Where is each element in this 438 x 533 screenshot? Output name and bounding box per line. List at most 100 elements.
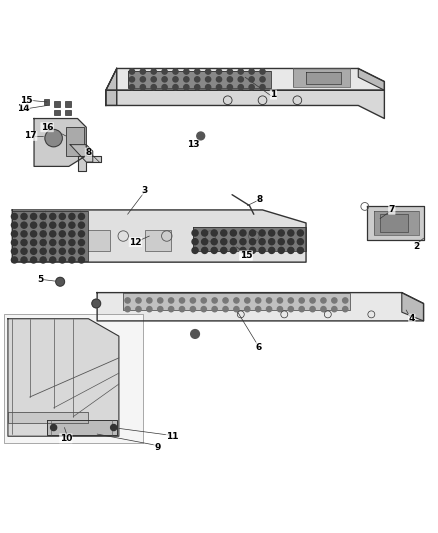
Circle shape xyxy=(288,239,294,245)
Circle shape xyxy=(11,222,18,228)
FancyBboxPatch shape xyxy=(66,127,84,156)
Circle shape xyxy=(216,85,222,90)
Text: 10: 10 xyxy=(60,434,72,443)
Circle shape xyxy=(169,298,174,303)
Circle shape xyxy=(260,69,265,74)
Circle shape xyxy=(266,298,272,303)
Polygon shape xyxy=(293,68,350,87)
Circle shape xyxy=(184,77,189,82)
Circle shape xyxy=(45,130,62,147)
Circle shape xyxy=(78,257,85,263)
Circle shape xyxy=(69,231,75,237)
Polygon shape xyxy=(106,68,117,106)
Circle shape xyxy=(194,77,200,82)
Circle shape xyxy=(250,239,255,245)
Bar xyxy=(54,101,60,107)
Text: 11: 11 xyxy=(166,432,179,441)
Circle shape xyxy=(59,231,65,237)
Circle shape xyxy=(92,299,101,308)
Circle shape xyxy=(180,298,185,303)
Circle shape xyxy=(49,257,56,263)
Circle shape xyxy=(59,222,65,228)
Polygon shape xyxy=(193,228,306,251)
Polygon shape xyxy=(70,144,93,162)
Circle shape xyxy=(31,231,37,237)
Circle shape xyxy=(56,277,64,286)
Circle shape xyxy=(250,247,255,254)
Circle shape xyxy=(223,306,228,312)
Circle shape xyxy=(221,239,227,245)
Text: 7: 7 xyxy=(389,205,395,214)
Circle shape xyxy=(151,69,156,74)
Circle shape xyxy=(69,257,75,263)
Circle shape xyxy=(268,239,275,245)
Circle shape xyxy=(250,230,255,236)
Circle shape xyxy=(11,231,18,237)
Circle shape xyxy=(173,85,178,90)
Circle shape xyxy=(147,306,152,312)
Polygon shape xyxy=(367,206,424,240)
Circle shape xyxy=(190,298,195,303)
Circle shape xyxy=(162,77,167,82)
Circle shape xyxy=(21,213,27,220)
Circle shape xyxy=(78,231,85,237)
Circle shape xyxy=(125,298,130,303)
Text: 9: 9 xyxy=(154,442,160,451)
Circle shape xyxy=(234,298,239,303)
Circle shape xyxy=(40,222,46,228)
Circle shape xyxy=(216,77,222,82)
Circle shape xyxy=(192,239,198,245)
Circle shape xyxy=(201,230,208,236)
Text: 13: 13 xyxy=(187,140,199,149)
Circle shape xyxy=(197,132,205,140)
Circle shape xyxy=(332,306,337,312)
Circle shape xyxy=(129,69,134,74)
Circle shape xyxy=(321,306,326,312)
Circle shape xyxy=(21,222,27,228)
Polygon shape xyxy=(8,413,88,423)
Circle shape xyxy=(140,85,145,90)
Circle shape xyxy=(129,85,134,90)
Circle shape xyxy=(211,239,217,245)
Bar xyxy=(44,99,49,104)
Polygon shape xyxy=(123,293,350,310)
Circle shape xyxy=(277,298,283,303)
Polygon shape xyxy=(106,90,385,118)
Text: 5: 5 xyxy=(37,275,44,284)
Circle shape xyxy=(212,306,217,312)
Circle shape xyxy=(31,239,37,246)
Text: 15: 15 xyxy=(21,96,33,105)
Circle shape xyxy=(111,424,117,431)
Circle shape xyxy=(40,239,46,246)
Circle shape xyxy=(49,222,56,228)
Polygon shape xyxy=(358,68,385,90)
Circle shape xyxy=(201,247,208,254)
Polygon shape xyxy=(8,319,119,436)
Circle shape xyxy=(230,247,237,254)
Circle shape xyxy=(255,298,261,303)
Circle shape xyxy=(299,306,304,312)
Circle shape xyxy=(245,306,250,312)
Text: 4: 4 xyxy=(409,314,415,323)
Circle shape xyxy=(240,247,246,254)
Circle shape xyxy=(184,85,189,90)
Circle shape xyxy=(69,248,75,254)
Circle shape xyxy=(158,306,163,312)
Polygon shape xyxy=(127,71,271,88)
Circle shape xyxy=(259,230,265,236)
Circle shape xyxy=(205,69,211,74)
Circle shape xyxy=(21,257,27,263)
Polygon shape xyxy=(106,68,117,106)
Circle shape xyxy=(190,306,195,312)
Circle shape xyxy=(211,247,217,254)
Circle shape xyxy=(194,85,200,90)
Polygon shape xyxy=(12,210,306,262)
Circle shape xyxy=(194,69,200,74)
Circle shape xyxy=(78,222,85,228)
Circle shape xyxy=(59,213,65,220)
Circle shape xyxy=(49,231,56,237)
Circle shape xyxy=(201,239,208,245)
Circle shape xyxy=(140,77,145,82)
Polygon shape xyxy=(97,293,424,321)
Circle shape xyxy=(140,69,145,74)
